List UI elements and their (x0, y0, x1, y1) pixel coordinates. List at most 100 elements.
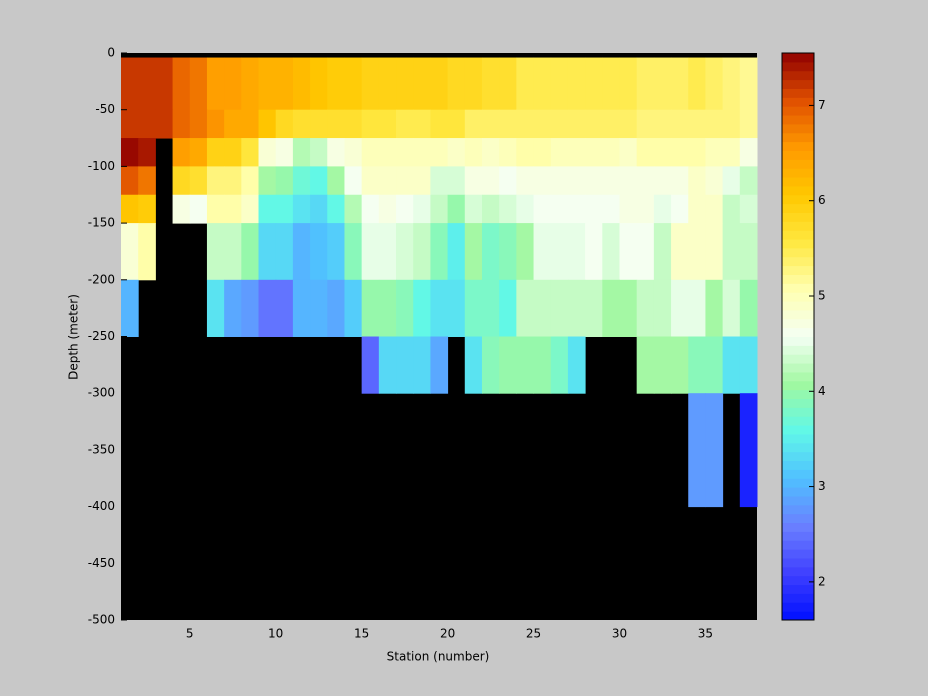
heatmap-cell (396, 223, 414, 281)
heatmap-cell (396, 166, 414, 196)
heatmap-cell (206, 57, 225, 111)
heatmap-cell (327, 223, 345, 281)
heatmap-cell (138, 138, 156, 167)
heatmap-cell (361, 223, 380, 281)
heatmap-cell (396, 194, 414, 224)
colorbar-frame (781, 52, 815, 621)
heatmap-cell (206, 223, 225, 281)
heatmap-cell (138, 109, 156, 139)
heatmap-cell (224, 166, 242, 196)
heatmap-cell (653, 194, 672, 224)
heatmap-cell (688, 393, 706, 508)
heatmap-cell (671, 279, 689, 337)
colorbar-swatch (782, 584, 814, 594)
colorbar-swatch (782, 557, 814, 568)
colorbar-swatch (782, 150, 814, 160)
colorbar-swatch (782, 256, 814, 267)
heatmap-cell (585, 279, 603, 337)
heatmap-cell (241, 109, 260, 139)
x-tick-label: 15 (354, 627, 369, 641)
heatmap-cell (241, 279, 260, 337)
heatmap-cell (189, 194, 208, 224)
heatmap-cell (327, 109, 345, 139)
heatmap-cell (636, 194, 655, 224)
colorbar-swatch (782, 318, 814, 329)
colorbar-swatch (782, 327, 814, 337)
heatmap-cell (430, 166, 449, 196)
heatmap-cell (310, 57, 328, 111)
heatmap-cell (430, 194, 449, 224)
heatmap-cell (413, 336, 431, 394)
heatmap-cell (138, 223, 156, 281)
heatmap-cell (722, 223, 741, 281)
colorbar-swatch (782, 301, 814, 311)
heatmap-cell (224, 223, 242, 281)
heatmap-cell (739, 109, 758, 139)
heatmap-cell (636, 336, 655, 394)
heatmap-cell (344, 138, 363, 167)
heatmap-cell (413, 138, 431, 167)
colorbar-swatch (782, 168, 814, 178)
heatmap-cell (550, 166, 569, 196)
heatmap-cell (430, 279, 449, 337)
heatmap-cell (258, 57, 277, 111)
heatmap-cell (292, 223, 311, 281)
heatmap-cell (722, 138, 741, 167)
colorbar-swatch (782, 451, 814, 462)
colorbar-swatch (782, 97, 814, 107)
heatmap-cell (361, 138, 380, 167)
heatmap-cell (327, 57, 345, 111)
heatmap-cell (739, 279, 758, 337)
y-tick-label: -350 (88, 442, 115, 456)
heatmap-cell (378, 336, 397, 394)
heatmap-cell (241, 138, 260, 167)
heatmap-cell (533, 223, 552, 281)
colorbar-tick-label: 2 (818, 574, 826, 588)
heatmap-cell (739, 393, 758, 508)
heatmap-cell (155, 57, 174, 111)
heatmap-cell (585, 166, 603, 196)
heatmap-cell (292, 194, 311, 224)
colorbar-tick-label: 7 (818, 98, 826, 112)
heatmap-cell (585, 57, 603, 111)
heatmap-cell (722, 336, 741, 394)
heatmap-cell (121, 223, 139, 281)
colorbar-swatch (782, 398, 814, 408)
colorbar-swatch (782, 442, 814, 453)
heatmap-cell (447, 166, 466, 196)
heatmap-cell (533, 336, 552, 394)
heatmap-cell (121, 166, 139, 196)
heatmap-cell (585, 223, 603, 281)
heatmap-cell (499, 194, 517, 224)
colorbar-swatch (782, 513, 814, 524)
colorbar-swatch (782, 132, 814, 143)
heatmap-cell (516, 138, 535, 167)
colorbar-swatch (782, 602, 814, 612)
heatmap-cell (292, 166, 311, 196)
heatmap-cell (619, 279, 638, 337)
heatmap-cell (619, 57, 638, 111)
colorbar-swatch (782, 88, 814, 98)
heatmap-cell (464, 194, 483, 224)
heatmap-cell (138, 166, 156, 196)
heatmap-cell (464, 138, 483, 167)
heatmap-cell (585, 194, 603, 224)
heatmap-cell (310, 223, 328, 281)
heatmap-cell (567, 109, 586, 139)
y-tick-label: -50 (95, 102, 115, 116)
heatmap-cell (602, 279, 620, 337)
heatmap-cell (464, 166, 483, 196)
colorbar-swatch (782, 531, 814, 541)
heatmap-cell (138, 57, 156, 111)
heatmap-cell (241, 57, 260, 111)
colorbar-swatch (782, 363, 814, 373)
heatmap-cell (688, 279, 706, 337)
heatmap-cell (464, 109, 483, 139)
colorbar-tick-label: 4 (818, 384, 826, 398)
heatmap-cell (396, 336, 414, 394)
colorbar-swatch (782, 265, 814, 275)
colorbar-swatch (782, 53, 814, 63)
heatmap-cell (413, 279, 431, 337)
heatmap-cell (739, 223, 758, 281)
heatmap-cell (361, 166, 380, 196)
